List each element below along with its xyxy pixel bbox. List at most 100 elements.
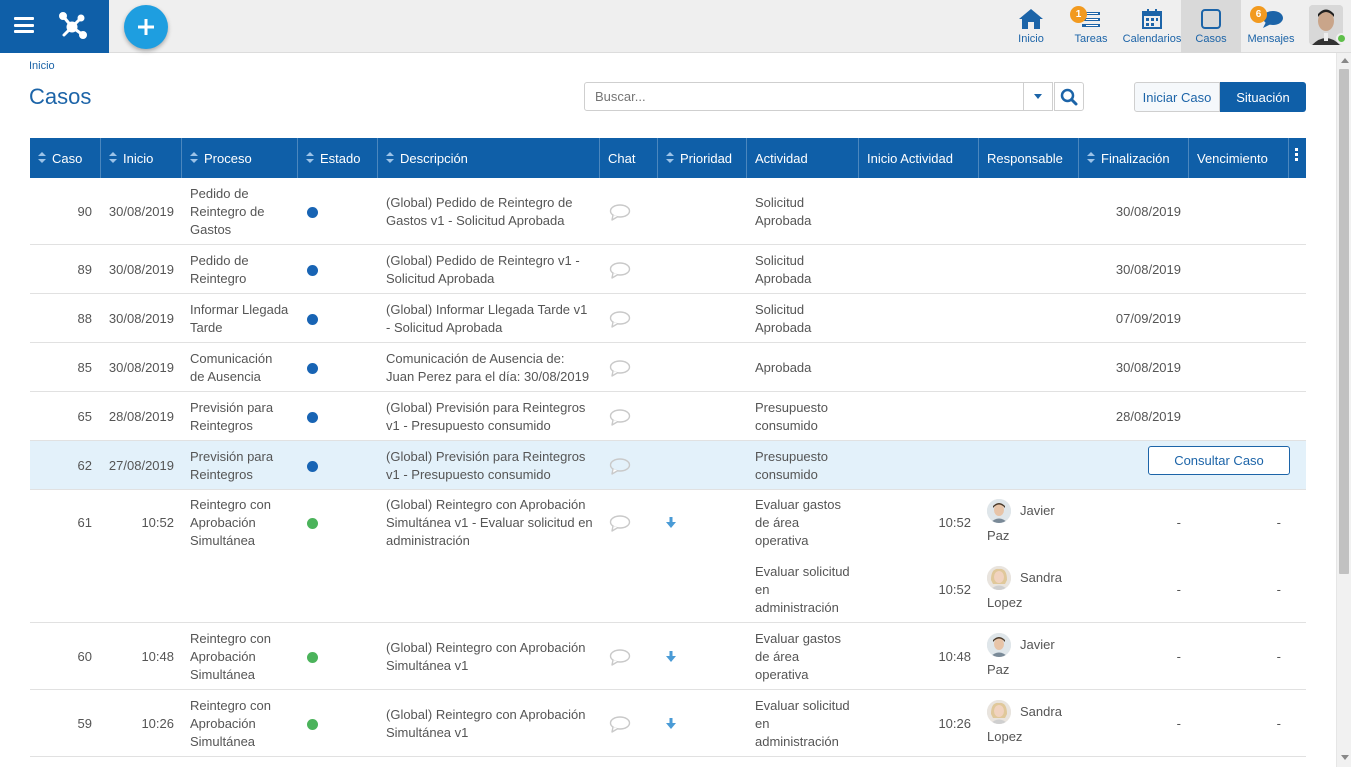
chat-icon[interactable] (609, 261, 631, 279)
vertical-scrollbar[interactable] (1336, 53, 1351, 767)
inicio-date: 30/08/2019 (108, 262, 174, 277)
proceso-name-line: Comunicación (190, 351, 273, 366)
table-row[interactable]: 65 28/08/2019 Previsión para Reintegros (Glo… (30, 392, 1306, 441)
table-row[interactable]: 60 10:48 Reintegro con Aprobación Simultánea… (30, 623, 1306, 690)
scroll-up-icon[interactable] (1341, 58, 1349, 63)
search-dropdown-button[interactable] (1023, 82, 1053, 111)
actividad-line: consumido (755, 467, 818, 482)
column-header-chat[interactable]: Chat (600, 138, 658, 178)
descripcion-line: (Global) Reintegro con Aprobación (386, 497, 586, 512)
breadcrumb[interactable]: Inicio (29, 60, 55, 72)
proceso-name-line: Reintegro con (190, 497, 271, 512)
chat-icon[interactable] (609, 715, 631, 733)
tasks-icon (1082, 12, 1100, 27)
column-header-caso[interactable]: Caso (30, 138, 101, 178)
messages-icon (1263, 11, 1283, 28)
vencimiento-date: - (1276, 649, 1281, 664)
actividad: Presupuesto consumido (755, 399, 859, 435)
priority-low-icon (666, 517, 676, 528)
table-row[interactable]: 88 30/08/2019 Informar Llegada Tarde (Global… (30, 294, 1306, 343)
actividad-line: Aprobada (755, 271, 812, 286)
column-header-inicio-actividad[interactable]: Inicio Actividad (859, 138, 979, 178)
consultar-caso-button[interactable]: Consultar Caso (1148, 446, 1290, 475)
proceso-name: Comunicación de Ausencia (190, 350, 300, 386)
chat-icon[interactable] (609, 203, 631, 221)
table-row[interactable]: 85 30/08/2019 Comunicación de Ausencia Comun… (30, 343, 1306, 392)
actividad: Aprobada (755, 359, 859, 377)
actividad-line: operativa (755, 667, 809, 682)
nav-mensajes[interactable]: Mensajes (1243, 0, 1299, 53)
responsable-avatar (987, 499, 1011, 523)
column-header-vencimiento[interactable]: Vencimiento (1189, 138, 1289, 178)
responsable-last-name: Paz (987, 528, 1010, 543)
chat-icon[interactable] (609, 648, 631, 666)
column-options-icon[interactable] (1293, 148, 1299, 168)
chat-icon[interactable] (609, 457, 631, 475)
chat-icon[interactable] (609, 359, 631, 377)
status-dot (307, 314, 318, 325)
column-header-actividad[interactable]: Actividad (747, 138, 859, 178)
logo-icon[interactable] (54, 8, 90, 44)
chat-icon[interactable] (609, 310, 631, 328)
proceso-name-line: Reintegro con (190, 631, 271, 646)
nav-calendarios[interactable]: Calendarios (1122, 0, 1182, 53)
table-row[interactable]: 61 10:52 Reintegro con Aprobación Simultánea… (30, 490, 1306, 623)
proceso-name-line: Simultánea (190, 734, 256, 749)
plus-icon (138, 19, 154, 35)
proceso-name-line: Previsión para (190, 400, 274, 415)
nav-tareas[interactable]: Tareas (1070, 0, 1112, 53)
sort-icon (1087, 152, 1095, 164)
chat-icon[interactable] (609, 408, 631, 426)
priority-low-icon (666, 651, 676, 662)
table-row[interactable]: 59 10:26 Reintegro con Aprobación Simultánea… (30, 690, 1306, 757)
online-status-dot (1336, 33, 1347, 44)
descripcion-line: (Global) Pedido de Reintegro v1 - (386, 253, 580, 268)
priority-low-icon (666, 718, 676, 729)
sort-icon (666, 152, 674, 164)
nav-casos[interactable]: Casos (1181, 0, 1241, 53)
nav-inicio[interactable]: Inicio (1012, 0, 1050, 53)
column-header-descripcion[interactable]: Descripción (378, 138, 600, 178)
sort-icon (190, 152, 198, 164)
nav-tareas-label: Tareas (1074, 33, 1108, 45)
caso-number: 89 (77, 262, 92, 277)
column-header-finalizacion[interactable]: Finalización (1079, 138, 1189, 178)
table-row[interactable]: 90 30/08/2019 Pedido de Reintegro de Gastos (… (30, 178, 1306, 245)
iniciar-caso-button[interactable]: Iniciar Caso (1134, 82, 1220, 112)
actividad-line: Evaluar solicitud (755, 564, 850, 579)
add-button[interactable] (124, 5, 168, 49)
column-header-prioridad[interactable]: Prioridad (658, 138, 747, 178)
descripcion-line: (Global) Pedido de Reintegro de (386, 195, 573, 210)
mensajes-badge: 6 (1250, 6, 1267, 23)
status-dot (307, 461, 318, 472)
column-header-proceso[interactable]: Proceso (182, 138, 298, 178)
nav-mensajes-label: Mensajes (1247, 33, 1295, 45)
menu-icon[interactable] (14, 17, 34, 33)
table-row[interactable]: 62 27/08/2019 Previsión para Reintegros (Glo… (30, 441, 1306, 490)
actividad: Evaluar solicitud en administración (755, 697, 859, 751)
column-header-estado[interactable]: Estado (298, 138, 378, 178)
inicio-date: 30/08/2019 (108, 311, 174, 326)
table-row[interactable]: 89 30/08/2019 Pedido de Reintegro (Global) P… (30, 245, 1306, 294)
search-button[interactable] (1054, 82, 1084, 111)
descripcion-line: Simultánea v1 (386, 658, 469, 673)
descripcion-line: Comunicación de Ausencia de: (386, 351, 565, 366)
responsable-avatar (987, 700, 1011, 724)
column-header-inicio[interactable]: Inicio (101, 138, 182, 178)
actividad-line: Evaluar gastos (755, 497, 841, 512)
situacion-button[interactable]: Situación (1220, 82, 1306, 112)
actividad-line: operativa (755, 533, 809, 548)
search-input[interactable] (584, 82, 1024, 111)
descripcion: (Global) Pedido de Reintegro v1 - Solicit… (386, 252, 602, 288)
chat-icon[interactable] (609, 514, 631, 532)
status-dot (307, 265, 318, 276)
page-title: Casos (29, 84, 92, 109)
proceso-name-line: Reintegro (190, 271, 247, 286)
descripcion: (Global) Reintegro con Aprobación Simultá… (386, 496, 602, 550)
actividad: Presupuesto consumido (755, 448, 859, 484)
scroll-down-icon[interactable] (1341, 755, 1349, 760)
sort-icon (109, 152, 117, 164)
scroll-thumb[interactable] (1339, 69, 1349, 574)
column-header-responsable[interactable]: Responsable (979, 138, 1079, 178)
vencimiento-date: - (1276, 515, 1281, 530)
